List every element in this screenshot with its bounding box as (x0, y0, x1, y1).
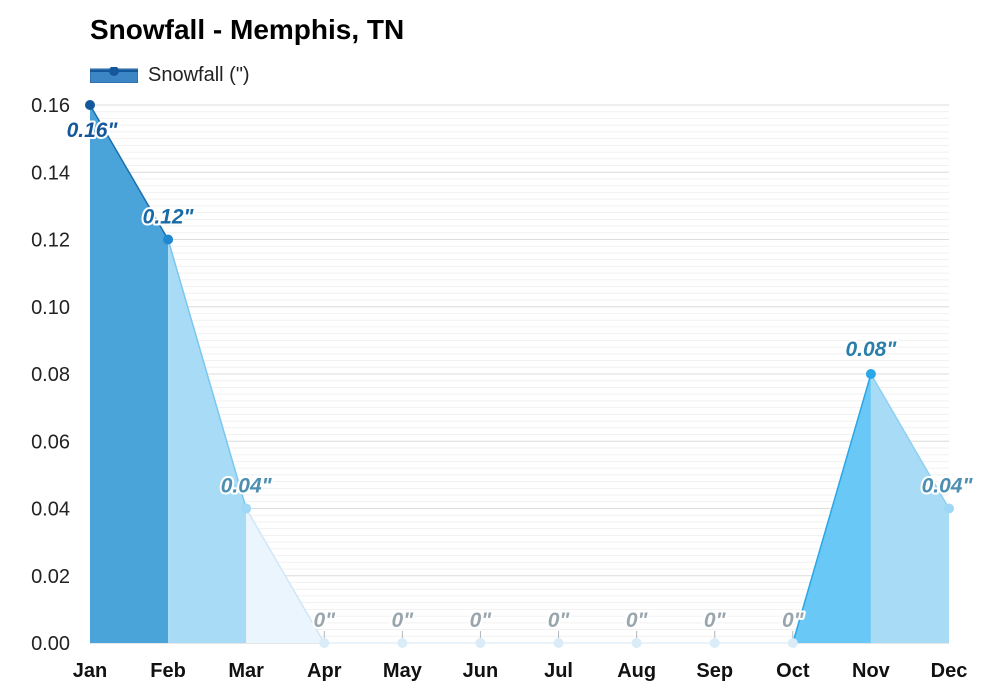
x-tick-apr: Apr (307, 660, 342, 682)
data-label-feb: 0.12" (143, 206, 195, 229)
x-axis-ticks: Jan Feb Mar Apr May Jun Jul Aug Sep Oct Nov Dec (73, 660, 968, 682)
y-tick-0-10: 0.10 (31, 297, 70, 319)
data-label-aug: 0" (626, 609, 649, 632)
data-label-nov: 0.08" (845, 338, 897, 361)
x-tick-oct: Oct (776, 660, 810, 682)
y-tick-0-08: 0.08 (31, 364, 70, 386)
point-nov (865, 369, 876, 379)
x-tick-may: May (383, 660, 423, 682)
point-apr (319, 638, 330, 648)
y-tick-0-02: 0.02 (31, 566, 70, 588)
x-tick-nov: Nov (852, 660, 891, 682)
point-dec (944, 503, 954, 514)
area-segment-feb (168, 239, 247, 643)
point-oct (787, 638, 798, 648)
y-tick-0-14: 0.14 (31, 162, 70, 184)
point-jun (475, 638, 486, 648)
y-tick-0-06: 0.06 (31, 431, 70, 453)
line-layer (89, 104, 950, 644)
data-label-may: 0" (392, 609, 415, 632)
data-label-jun: 0" (470, 609, 493, 632)
x-tick-dec: Dec (931, 660, 968, 682)
data-label-dec: 0.04" (922, 475, 974, 498)
point-may (397, 638, 408, 648)
area-segment-nov (870, 374, 949, 643)
y-tick-0-04: 0.04 (31, 499, 70, 521)
line-segment-jan (89, 104, 169, 240)
line-segment-feb (167, 239, 247, 509)
data-label-mar: 0.04" (221, 475, 273, 498)
point-layer (85, 100, 954, 648)
y-tick-0-12: 0.12 (31, 230, 70, 252)
label-layer: 0.16" 0.12" 0.04" 0" 0" 0" 0" 0" 0" 0" 0.08" 0.04" (65, 117, 976, 634)
legend-swatch (90, 67, 138, 83)
data-label-sep: 0" (704, 609, 727, 632)
chart-title: Snowfall - Memphis, TN (90, 14, 405, 45)
y-tick-0-00: 0.00 (31, 633, 70, 655)
point-mar (241, 503, 252, 514)
line-segment-mar (245, 508, 325, 644)
legend[interactable]: Snowfall (") (90, 60, 250, 90)
point-sep (709, 638, 720, 648)
x-tick-mar: Mar (228, 660, 264, 682)
point-aug (631, 638, 642, 648)
data-label-jul: 0" (548, 609, 571, 632)
area-segment-jan (90, 105, 169, 643)
line-segment-nov (870, 373, 950, 509)
data-label-oct: 0" (782, 609, 805, 632)
line-segment-oct (792, 373, 872, 644)
point-jan (85, 100, 95, 110)
point-jul (553, 638, 564, 648)
data-label-jan: 0.16" (67, 119, 119, 142)
x-tick-feb: Feb (150, 660, 186, 682)
x-tick-sep: Sep (696, 660, 733, 682)
y-axis-ticks: 0.00 0.02 0.04 0.06 0.08 0.10 0.12 0.14 0.16 (31, 95, 70, 655)
point-feb (163, 234, 174, 245)
legend-label: Snowfall (") (148, 63, 250, 86)
x-tick-aug: Aug (617, 660, 656, 682)
y-tick-0-16: 0.16 (31, 95, 70, 117)
x-tick-jun: Jun (463, 660, 499, 682)
x-tick-jul: Jul (544, 660, 573, 682)
data-label-apr: 0" (313, 609, 336, 632)
x-tick-jan: Jan (73, 660, 107, 682)
